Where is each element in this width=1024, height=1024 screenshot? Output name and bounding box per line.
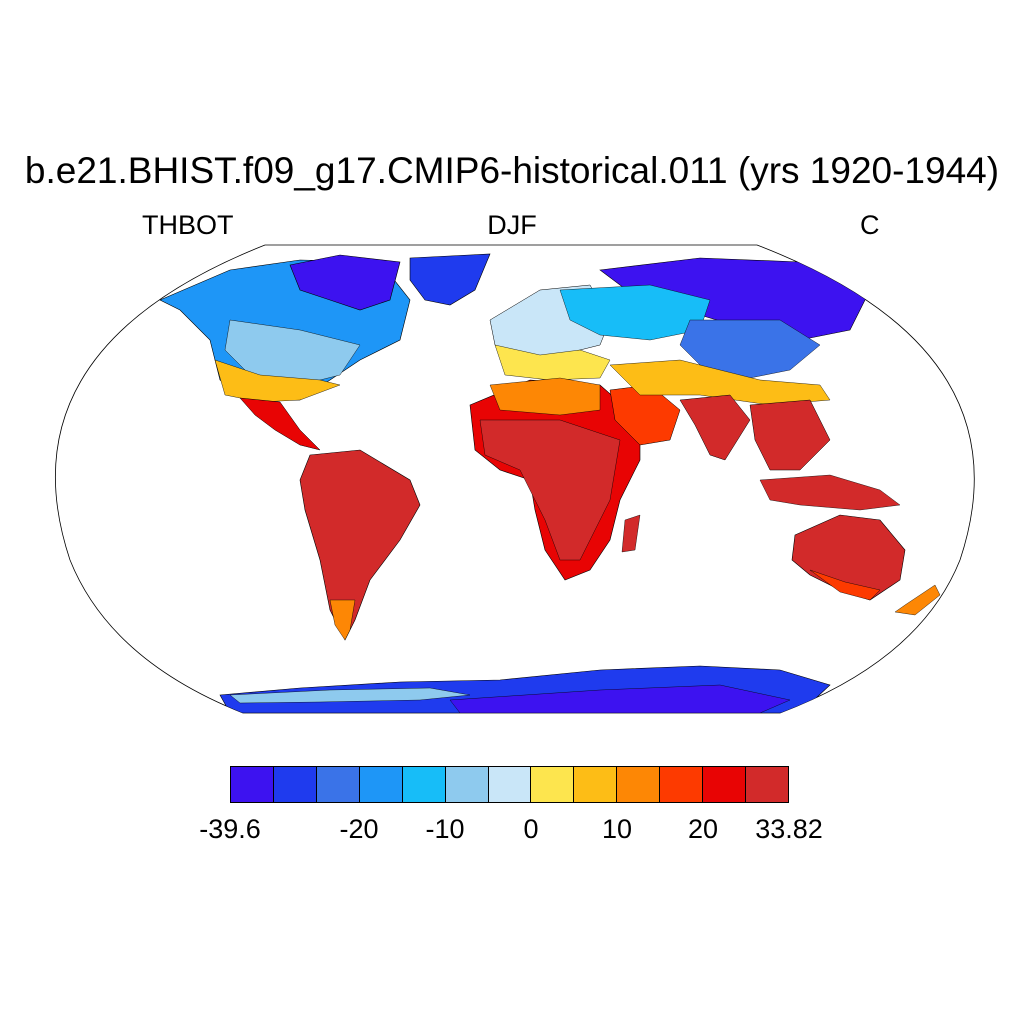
region-canada-arctic (289, 254, 401, 311)
colorbar-box (445, 767, 489, 802)
region-southeast-asia (749, 399, 831, 471)
region-asia-south-band (609, 359, 831, 406)
region-australia (791, 514, 906, 601)
colorbar-box (359, 767, 403, 802)
colorbar-label: 0 (523, 814, 539, 844)
region-central-america (239, 397, 321, 451)
region-africa-center (479, 419, 621, 561)
region-europe-south (494, 344, 611, 381)
colorbar-box (273, 767, 317, 802)
region-south-america (299, 449, 421, 641)
colorbar-label: 33.82 (755, 814, 823, 844)
region-india (679, 394, 751, 461)
colorbar-box (402, 767, 446, 802)
region-antarctica-coast (229, 687, 471, 704)
region-us-south (214, 359, 341, 403)
colorbar-box (703, 767, 747, 802)
region-africa-north (489, 377, 601, 416)
variable-label: THBOT (142, 210, 234, 240)
region-indonesia (759, 474, 901, 511)
region-antarctica-interior (449, 684, 791, 713)
region-greenland (409, 253, 491, 306)
region-russia-west (559, 284, 711, 341)
colorbar-label: 10 (601, 814, 633, 844)
colorbar-box (617, 767, 661, 802)
region-new-zealand (894, 584, 941, 616)
colorbar-box (746, 767, 788, 802)
colorbar-box (488, 767, 532, 802)
region-australia-south (809, 569, 881, 601)
region-patagonia (329, 599, 356, 641)
plot-title: b.e21.BHIST.f09_g17.CMIP6-historical.011… (24, 150, 1000, 191)
colorbar-box (231, 767, 274, 802)
colorbar-label: 20 (687, 814, 719, 844)
colorbar-box (531, 767, 575, 802)
colorbar-box (574, 767, 618, 802)
colorbar-box (316, 767, 360, 802)
season-label: DJF (487, 210, 537, 240)
units-label: C (860, 210, 880, 240)
region-madagascar (621, 514, 641, 553)
region-central-asia (679, 319, 821, 381)
colorbar-box (660, 767, 704, 802)
colorbar-label: -39.6 (199, 814, 261, 844)
colorbar (230, 766, 789, 803)
region-north-america-mid (224, 319, 361, 386)
colorbar-label: -10 (425, 814, 465, 844)
colorbar-label: -20 (339, 814, 379, 844)
